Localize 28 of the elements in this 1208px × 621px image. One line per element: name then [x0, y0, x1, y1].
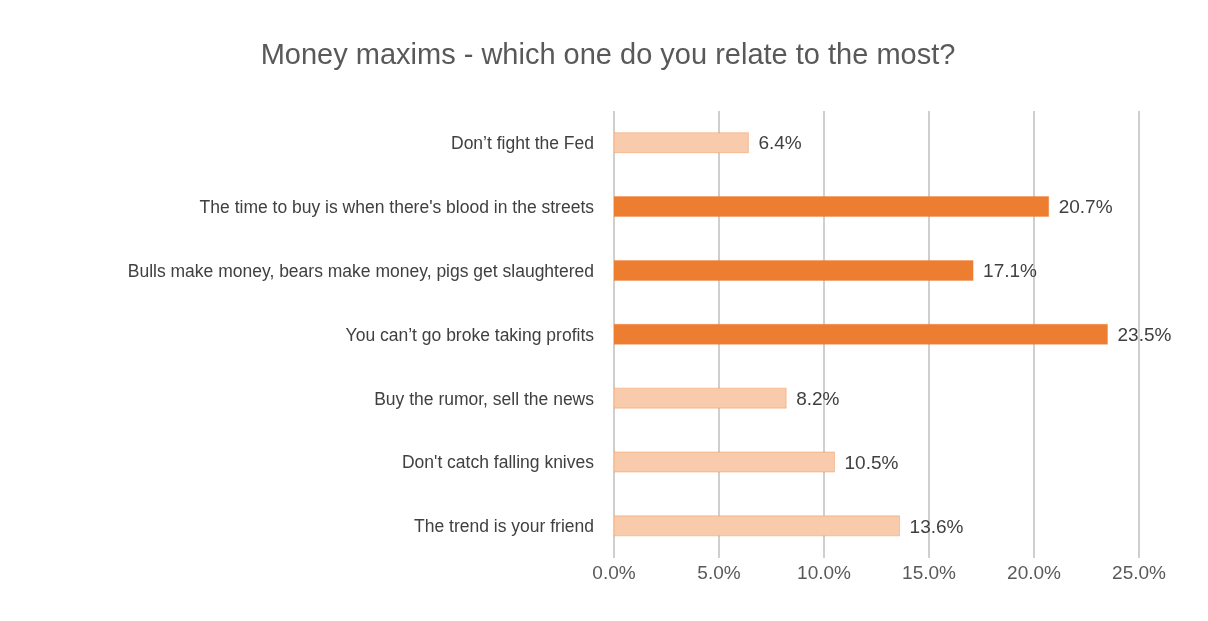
x-tick-label: 20.0% — [1007, 562, 1062, 584]
bar — [614, 451, 835, 473]
y-tick-label: Don’t fight the Fed — [451, 133, 594, 154]
x-tick-label: 15.0% — [902, 562, 957, 584]
x-tick-label: 25.0% — [1112, 562, 1167, 584]
x-tick-label: 10.0% — [797, 562, 852, 584]
y-tick-label: You can’t go broke taking profits — [345, 324, 595, 345]
y-tick-label: Bulls make money, bears make money, pigs get slaughtered — [127, 260, 594, 281]
data-label: 10.5% — [844, 451, 899, 473]
bar — [614, 515, 901, 537]
bar — [614, 132, 749, 154]
chart-title: Money maxims - which one do you relate to the most? — [259, 38, 957, 71]
bar — [614, 387, 787, 409]
x-tick-label: 5.0% — [697, 562, 741, 584]
bar — [614, 323, 1108, 345]
data-label: 17.1% — [983, 260, 1038, 282]
bar — [614, 196, 1050, 218]
data-label: 20.7% — [1058, 196, 1113, 218]
y-tick-label: The time to buy is when there's blood in the streets — [199, 197, 595, 217]
data-label: 23.5% — [1117, 324, 1172, 346]
bar — [614, 259, 974, 281]
y-tick-label: The trend is your friend — [414, 516, 594, 537]
data-label: 13.6% — [909, 515, 964, 537]
data-label: 8.2% — [796, 387, 840, 409]
y-tick-label: Buy the rumor, sell the news — [374, 388, 595, 409]
x-tick-label: 0.0% — [592, 562, 636, 584]
data-label: 6.4% — [758, 132, 802, 154]
y-tick-label: Don't catch falling knives — [401, 452, 595, 473]
